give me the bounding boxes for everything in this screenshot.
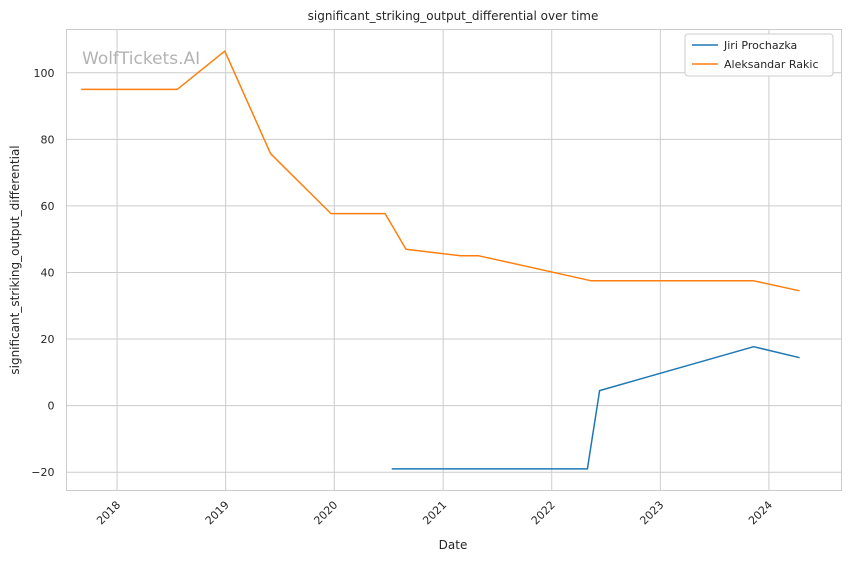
y-tick-label: 100: [34, 67, 55, 80]
x-tick-label: 2024: [746, 498, 775, 527]
watermark: WolfTickets.AI: [82, 49, 200, 69]
series-line-1: [81, 50, 800, 292]
series-line-0: [391, 345, 800, 470]
series-lines: [81, 50, 800, 470]
x-tick-label: 2018: [94, 498, 123, 527]
x-tick-label: 2023: [637, 498, 666, 527]
y-tick-label: 60: [41, 200, 55, 213]
chart-title: significant_striking_output_differential…: [308, 9, 599, 23]
y-axis-title: significant_striking_output_differential: [8, 145, 22, 374]
y-tick-label: 40: [41, 266, 55, 279]
plot-frame: [66, 29, 842, 491]
y-tick-label: 20: [41, 333, 55, 346]
x-tick-label: 2019: [203, 498, 232, 527]
x-tick-label: 2021: [420, 498, 449, 527]
y-axis: −20 0 20 40 60 80 100: [31, 67, 54, 479]
legend-label-0: Jiri Prochazka: [723, 39, 797, 52]
x-axis: 2018 2019 2020 2021 2022 2023 2024: [94, 498, 775, 527]
x-axis-title: Date: [439, 538, 468, 552]
y-tick-label: 80: [41, 133, 55, 146]
y-tick-label: −20: [31, 466, 54, 479]
legend-label-1: Aleksandar Rakic: [724, 58, 819, 71]
gridlines: [66, 29, 842, 491]
x-tick-label: 2022: [529, 498, 558, 527]
y-tick-label: 0: [48, 400, 55, 413]
x-tick-label: 2020: [311, 498, 340, 527]
legend-box: [684, 33, 834, 77]
legend: Jiri Prochazka Aleksandar Rakic: [684, 33, 834, 77]
